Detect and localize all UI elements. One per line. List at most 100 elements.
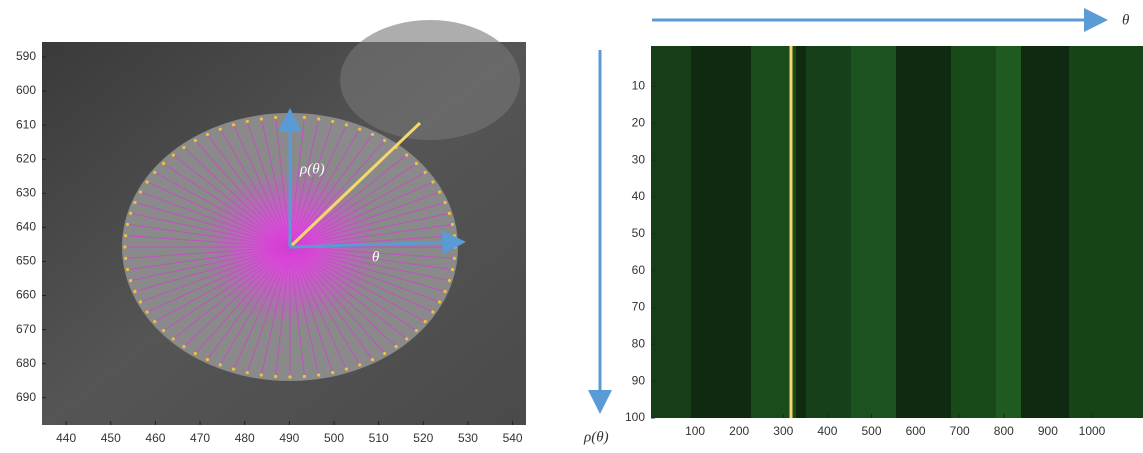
contour-dot <box>259 117 263 121</box>
contour-dot <box>423 319 427 324</box>
y-tick-label: 620 <box>16 151 36 165</box>
contour-dot <box>205 357 210 362</box>
contour-dot <box>370 132 375 137</box>
y-tick-label: 70 <box>632 300 646 314</box>
x-tick-label: 700 <box>950 424 970 438</box>
x-tick-label: 440 <box>56 431 76 445</box>
contour-dot <box>344 367 349 371</box>
y-tick-label: 50 <box>632 226 646 240</box>
ray <box>134 246 291 292</box>
x-tick-label: 200 <box>729 424 749 438</box>
contour-dot <box>405 153 409 157</box>
contour-dot <box>133 289 137 294</box>
contour-dot <box>245 119 249 124</box>
ray <box>140 191 291 248</box>
ray <box>125 235 291 248</box>
x-tick-label: 480 <box>235 431 255 445</box>
ray <box>289 124 347 248</box>
ray <box>130 212 291 248</box>
contour-dot <box>193 351 197 356</box>
contour-dot <box>447 211 451 215</box>
contour-dot <box>231 123 236 127</box>
contour-dot <box>302 115 306 120</box>
ray <box>260 118 291 248</box>
y-tick-label: 670 <box>16 322 36 336</box>
y-tick-label: 590 <box>16 49 36 63</box>
ray <box>289 246 373 360</box>
ray <box>289 246 407 340</box>
annotation: ρ(θ) <box>583 429 609 445</box>
y-tick-label: 600 <box>16 83 36 97</box>
contour-dot <box>452 256 456 260</box>
yellow-ray <box>288 121 422 249</box>
ray <box>289 246 320 376</box>
x-tick-label: 600 <box>906 424 926 438</box>
ray <box>146 246 291 313</box>
ray <box>154 171 291 248</box>
ray <box>289 154 407 248</box>
ray <box>219 246 291 366</box>
contour-dot <box>193 138 197 143</box>
stripe <box>651 46 691 418</box>
contour-dot <box>443 200 447 205</box>
contour-dot <box>302 374 306 379</box>
x-tick-label: 1000 <box>1079 424 1106 438</box>
contour-dot <box>383 138 387 143</box>
x-tick-label: 510 <box>369 431 389 445</box>
ray <box>146 181 291 248</box>
ray <box>289 246 434 313</box>
ray <box>260 246 291 376</box>
y-tick-label: 60 <box>632 263 646 277</box>
annotation: θ <box>1122 12 1130 28</box>
contour-dot <box>437 190 442 194</box>
x-tick-label: 470 <box>190 431 210 445</box>
contour-dot <box>288 375 292 379</box>
y-tick-label: 650 <box>16 254 36 268</box>
ray <box>289 246 334 373</box>
contour-dot <box>145 180 149 184</box>
y-tick-label: 680 <box>16 356 36 370</box>
contour-dot <box>344 123 349 127</box>
contour-dot <box>437 300 442 304</box>
ray <box>289 128 361 248</box>
ray <box>183 246 291 347</box>
contour-dot <box>171 337 175 341</box>
contour-dot <box>331 370 335 375</box>
x-tick-label: 100 <box>685 424 705 438</box>
contour-dot <box>129 211 133 215</box>
contour-dot <box>171 153 175 157</box>
stripe <box>751 46 796 418</box>
contour-dot <box>317 117 321 121</box>
contour-dot <box>153 319 157 324</box>
y-tick-label: 80 <box>632 337 646 351</box>
ray <box>289 171 426 248</box>
contour-dot <box>138 300 143 304</box>
stripe <box>951 46 1001 418</box>
ray <box>289 246 417 331</box>
contour-dot <box>133 200 137 205</box>
x-tick-label: 520 <box>413 431 433 445</box>
ray <box>194 246 291 354</box>
contour-dot <box>205 132 210 137</box>
ray <box>194 140 291 248</box>
ray <box>173 154 291 248</box>
x-tick-label: 900 <box>1038 424 1058 438</box>
ray <box>289 246 386 354</box>
theta-arrow <box>289 230 466 255</box>
y-tick-label: 100 <box>625 410 645 424</box>
ray <box>233 124 291 248</box>
contour-dot <box>231 367 236 371</box>
contour-dot <box>274 374 278 379</box>
contour-dot <box>129 279 133 283</box>
y-tick-label: 30 <box>632 152 646 166</box>
contour-dot <box>431 310 435 314</box>
bright-region <box>340 20 520 140</box>
annotation: θ <box>372 249 380 265</box>
y-tick-label: 640 <box>16 220 36 234</box>
x-tick-label: 540 <box>503 431 523 445</box>
ray <box>127 246 291 271</box>
contour-dot <box>145 310 149 314</box>
contour-dot <box>452 234 456 238</box>
ray <box>289 246 453 271</box>
